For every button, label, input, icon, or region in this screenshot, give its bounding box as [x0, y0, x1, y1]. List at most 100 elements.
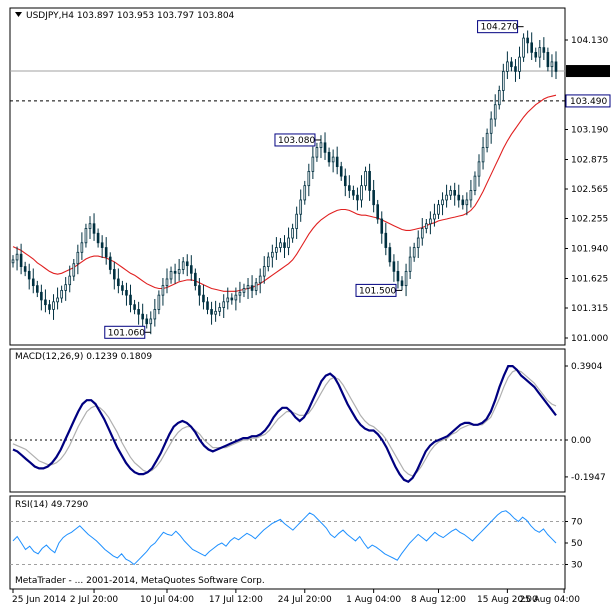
candle-body [60, 289, 63, 299]
candle-body [550, 61, 554, 68]
candle-body [275, 247, 278, 253]
candle-body [133, 304, 136, 310]
candle-body [19, 253, 23, 267]
price-tick-label: 103.190 [571, 125, 608, 135]
annotation-box [477, 20, 519, 34]
candle-body [461, 199, 465, 206]
candle-body [380, 218, 384, 234]
candle-body [445, 194, 448, 201]
price-axis: 104.130 103.190 102.875 102.565 102.255 101.9… [565, 36, 611, 344]
candle-body [15, 253, 19, 261]
candle-body [311, 156, 315, 172]
rsi-axis: 70 50 30 [565, 518, 583, 571]
candle-body [11, 259, 15, 264]
candle-body [125, 289, 128, 296]
candle-body [271, 251, 274, 258]
candle-body [238, 291, 242, 296]
candle-body [88, 223, 92, 229]
candle-body [554, 61, 558, 72]
candle-body [242, 288, 246, 293]
candle-body [352, 190, 355, 196]
candle-body [92, 223, 96, 234]
time-tick-label: 25 Aug 04:00 [519, 595, 580, 605]
time-tick-label: 24 Jul 20:00 [278, 595, 332, 605]
annotation-box [274, 133, 316, 147]
rsi-levels [10, 521, 565, 565]
candle-body [141, 313, 144, 320]
price-panel-frame [9, 7, 566, 346]
price-tick-label: 101.625 [571, 274, 608, 284]
macd-tick-label: 0.00 [571, 436, 591, 446]
candle-body [546, 51, 550, 68]
candle-body [210, 309, 213, 315]
candle-body [493, 104, 497, 120]
candle-body [481, 147, 485, 163]
candle-body [331, 156, 335, 163]
candle-body [104, 247, 108, 258]
candle-body [477, 161, 481, 177]
candle-body [453, 190, 456, 196]
candle-body [469, 190, 473, 201]
candle-body [68, 275, 72, 286]
candle-body [372, 190, 375, 206]
candle-body [538, 47, 542, 58]
candles-group [11, 30, 558, 335]
candle-body [283, 242, 286, 248]
candle-body [258, 275, 262, 284]
price-tick-label: 104.130 [571, 36, 608, 46]
candle-body [27, 270, 31, 280]
moving-average-group [12, 94, 557, 292]
time-tick-label: 2 Jul 20:00 [70, 595, 119, 605]
annotation-label: 101.060 [108, 328, 145, 338]
candle-body [185, 261, 189, 267]
candle-body [250, 285, 254, 291]
candle-body [335, 156, 339, 168]
moving-average-line [12, 94, 557, 292]
candle-body [218, 307, 221, 312]
signal-line [12, 369, 557, 477]
time-tick-label: 10 Jul 04:00 [140, 595, 194, 605]
price-tick-label: 101.940 [571, 245, 608, 255]
price-tick-label: 102.875 [571, 155, 608, 165]
candle-body [384, 232, 388, 248]
candle-body [198, 285, 201, 296]
candle-body [96, 232, 100, 244]
candle-body [348, 185, 351, 191]
annotation-label: 104.270 [481, 23, 518, 33]
time-tick-label: 17 Jul 12:00 [209, 595, 263, 605]
candle-body [502, 71, 505, 91]
candle-body [356, 194, 359, 201]
candle-body [420, 228, 424, 239]
candle-body [408, 256, 412, 272]
candle-body [319, 142, 323, 148]
annotation-label: 103.080 [278, 136, 315, 146]
candle-body [129, 294, 132, 306]
time-axis: 25 Jun 2014 2 Jul 20:00 10 Jul 04:00 17 Jul… [12, 589, 580, 605]
time-tick-label: 15 Aug 20:00 [477, 595, 538, 605]
symbol-dropdown-icon[interactable] [15, 12, 22, 17]
candle-body [169, 270, 173, 280]
rsi-line [12, 510, 557, 566]
candle-body [542, 47, 546, 53]
candle-body [416, 237, 420, 248]
candle-body [230, 297, 234, 301]
candle-body [485, 132, 489, 148]
candle-body [84, 228, 88, 244]
rsi-panel-frame [9, 495, 566, 590]
candle-body [113, 269, 116, 280]
candle-body [522, 37, 525, 58]
time-tick-label: 1 Aug 04:00 [346, 595, 401, 605]
price-tick-label: 101.315 [571, 304, 608, 314]
candle-body [36, 285, 39, 293]
rsi-tick-label: 50 [571, 539, 583, 549]
macd-axis: 0.3904 0.00 -0.1947 [565, 362, 606, 483]
candle-body [173, 270, 177, 274]
candle-body [149, 318, 153, 325]
candle-body [161, 285, 165, 296]
candle-body [157, 294, 161, 310]
annotation-box [355, 283, 397, 297]
candle-body [307, 170, 311, 187]
macd-tick-label: -0.1947 [571, 473, 606, 483]
candle-body [497, 90, 501, 106]
macd-tick-label: 0.3904 [571, 362, 603, 372]
